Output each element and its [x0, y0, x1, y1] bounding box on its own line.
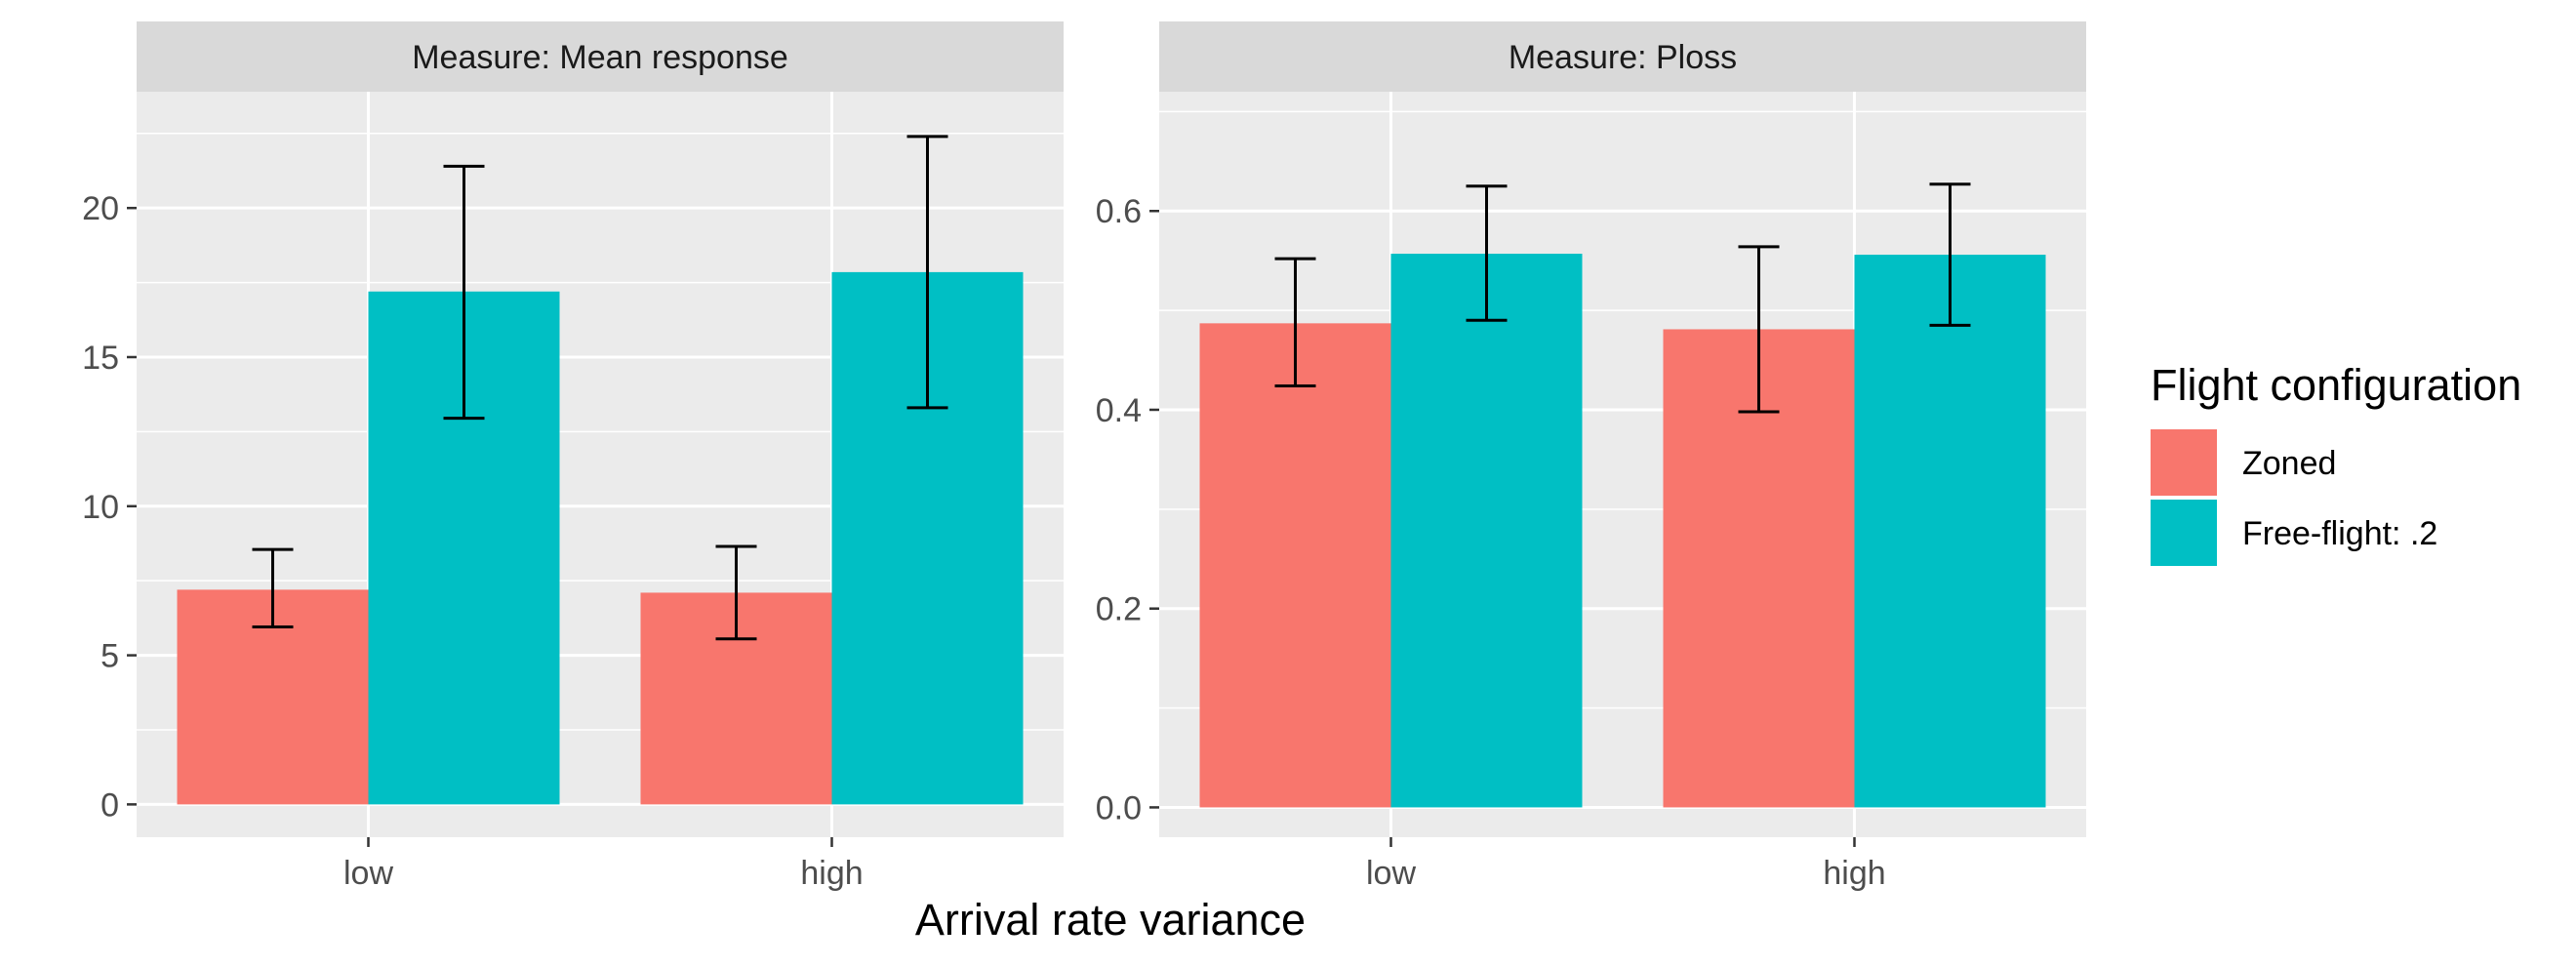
y-tick-label: 0: [101, 786, 119, 824]
error-bar-high-zoned: [715, 544, 757, 641]
y-tick-label: 5: [101, 638, 119, 675]
error-bar-high-zoned: [1738, 245, 1780, 414]
bar-high-free-flight: [1854, 255, 2046, 808]
x-axis-title: Arrival rate variance: [915, 895, 1306, 945]
error-bar-high-free-flight: [906, 135, 948, 410]
legend-entry-free-flight: Free-flight: .2: [2151, 500, 2437, 566]
legend: Flight configuration Zoned Free-flight: …: [2151, 360, 2521, 566]
y-tick-label: 0.0: [1096, 789, 1142, 826]
error-bar-low-zoned: [252, 547, 294, 629]
panel-strip-label: Measure: Mean response: [412, 39, 788, 76]
legend-key-zoned: [2151, 429, 2217, 496]
legend-title: Flight configuration: [2151, 360, 2521, 410]
y-tick-label: 0.4: [1096, 392, 1142, 429]
error-bar-low-free-flight: [443, 164, 485, 421]
legend-label-free-flight: Free-flight: .2: [2242, 515, 2437, 552]
x-tick-label-high: high: [800, 855, 863, 892]
y-tick-label: 10: [82, 489, 119, 526]
panel-strip: [1159, 21, 2086, 92]
x-tick-label-high: high: [1823, 855, 1885, 892]
y-tick-label: 0.6: [1096, 193, 1142, 230]
legend-key-free-flight: [2151, 500, 2217, 566]
panel-2: Measure: Ploss 0.0 0.2 0.4 0.6 low high: [1096, 21, 2086, 892]
error-bar-low-zoned: [1274, 257, 1316, 388]
x-tick-label-low: low: [1366, 855, 1416, 892]
panel-strip: [137, 21, 1064, 92]
panel-strip-label: Measure: Ploss: [1509, 39, 1737, 76]
legend-label-zoned: Zoned: [2242, 445, 2336, 482]
bar-low-free-flight: [1390, 254, 1583, 808]
bar-low-zoned: [1199, 323, 1391, 808]
y-tick-label: 15: [82, 340, 119, 377]
legend-entry-zoned: Zoned: [2151, 429, 2336, 496]
y-tick-label: 20: [82, 190, 119, 227]
y-tick-label: 0.2: [1096, 591, 1142, 628]
error-bar-low-free-flight: [1466, 184, 1508, 322]
error-bar-high-free-flight: [1929, 182, 1971, 327]
x-tick-label-low: low: [343, 855, 393, 892]
panel-1: Measure: Mean response 0 5 10 15 20 low high: [82, 21, 1064, 892]
